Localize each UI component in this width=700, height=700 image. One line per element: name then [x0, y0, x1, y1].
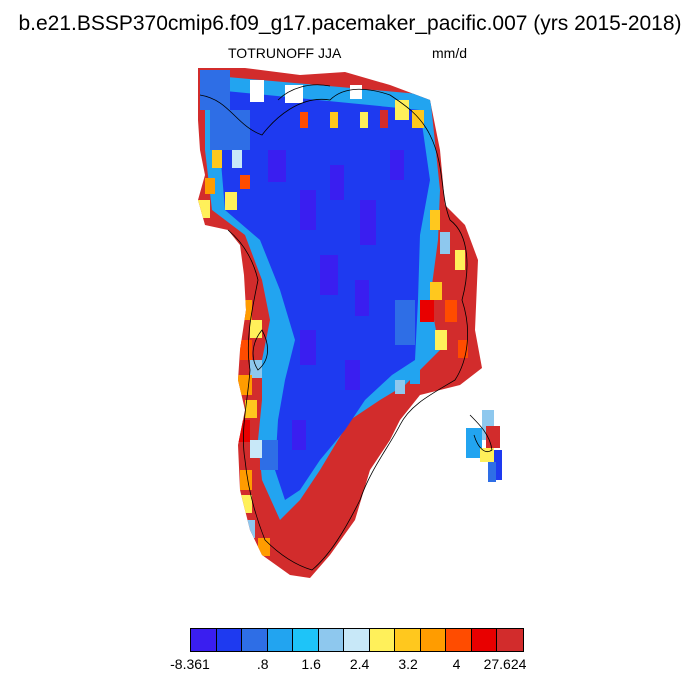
- colorbar-swatch: [420, 629, 446, 651]
- colorbar-swatch: [242, 629, 268, 651]
- colorbar-tick-label: 27.624: [483, 656, 527, 672]
- colorbar-swatch: [267, 629, 293, 651]
- colorbar-swatch: [369, 629, 395, 651]
- colorbar-tick-label: 4: [452, 656, 461, 672]
- plot-title: b.e21.BSSP370cmip6.f09_g17.pacemaker_pac…: [18, 12, 682, 35]
- east-island: [466, 410, 502, 482]
- colorbar-tick-label: 2.4: [349, 656, 370, 672]
- colorbar-swatch: [191, 629, 217, 651]
- colorbar-swatch: [471, 629, 497, 651]
- colorbar: [190, 628, 524, 652]
- colorbar-swatch: [395, 629, 421, 651]
- colorbar-swatch: [344, 629, 370, 651]
- colorbar-swatch: [446, 629, 472, 651]
- colorbar-tick-label: .8: [256, 656, 269, 672]
- colorbar-swatch: [216, 629, 242, 651]
- units-label: mm/d: [432, 45, 467, 61]
- colorbar-tick-label: 1.6: [301, 656, 321, 672]
- mid-blue-cells: [200, 70, 415, 470]
- colorbar-swatch: [293, 629, 319, 651]
- coastline: [199, 84, 493, 571]
- interior-cells: [268, 150, 404, 450]
- colorbar-tick-label: -8.361: [170, 656, 210, 672]
- colorbar-tick-label: 3.2: [398, 656, 418, 672]
- colorbar-swatch: [318, 629, 344, 651]
- missing-cells: [250, 80, 362, 103]
- runoff-field: [198, 68, 482, 578]
- colorbar-swatch: [497, 629, 523, 651]
- margin-cells: [198, 100, 468, 556]
- variable-label: TOTRUNOFF JJA: [228, 45, 342, 61]
